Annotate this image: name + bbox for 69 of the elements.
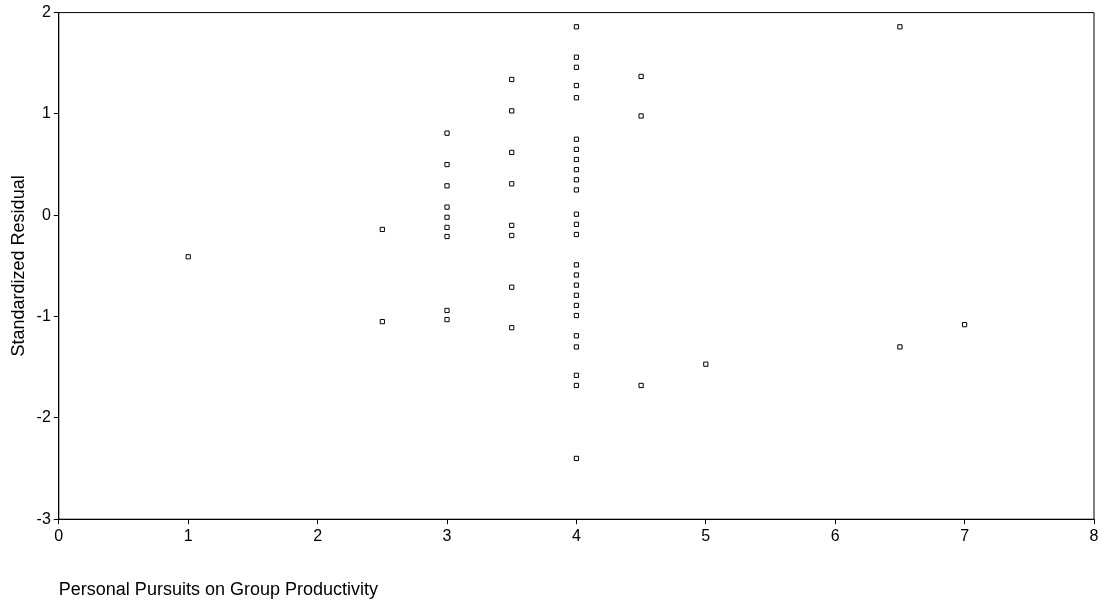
y-axis-title: Standardized Residual xyxy=(7,175,28,357)
y-tick-label: -3 xyxy=(36,509,51,527)
point xyxy=(379,319,385,325)
point xyxy=(573,24,580,30)
x-tick-label: 2 xyxy=(313,527,323,545)
point xyxy=(509,232,515,239)
point xyxy=(444,316,450,323)
point xyxy=(444,161,450,168)
x-tick-label: 6 xyxy=(830,527,840,545)
point xyxy=(573,272,580,278)
point xyxy=(573,382,580,389)
x-tick-label: 7 xyxy=(960,527,970,545)
point xyxy=(509,222,515,228)
point xyxy=(573,262,580,268)
point xyxy=(509,108,515,114)
point xyxy=(573,231,580,238)
point xyxy=(573,455,580,462)
point xyxy=(897,24,903,30)
point xyxy=(573,282,580,288)
point xyxy=(573,54,580,60)
x-tick-label: 0 xyxy=(54,527,64,545)
point xyxy=(444,233,450,240)
point xyxy=(509,284,515,290)
point xyxy=(573,146,580,152)
y-tick-label: 1 xyxy=(41,104,51,122)
point xyxy=(573,156,580,163)
point xyxy=(379,226,385,233)
point xyxy=(444,307,450,314)
x-axis-title: Personal Pursuits on Group Productivity xyxy=(58,579,378,600)
point xyxy=(573,302,580,309)
point xyxy=(444,224,450,231)
point xyxy=(638,113,644,119)
point xyxy=(509,181,515,187)
point xyxy=(573,82,580,89)
point xyxy=(573,167,580,173)
point xyxy=(509,149,515,156)
x-tick-label: 5 xyxy=(701,527,711,545)
point xyxy=(444,204,450,210)
point xyxy=(638,73,644,80)
x-tick-label: 1 xyxy=(183,527,193,545)
point xyxy=(573,292,580,298)
point xyxy=(185,254,191,260)
point xyxy=(573,95,580,101)
point xyxy=(961,322,968,328)
point xyxy=(444,214,450,220)
point xyxy=(444,183,450,189)
point xyxy=(509,76,515,83)
x-tick-label: 4 xyxy=(571,527,581,545)
point xyxy=(573,312,580,319)
point xyxy=(573,372,580,378)
point xyxy=(573,221,580,227)
point xyxy=(638,382,644,389)
point xyxy=(897,344,903,350)
point xyxy=(573,333,580,339)
x-tick-label: 3 xyxy=(442,527,452,545)
point xyxy=(703,361,709,367)
point xyxy=(573,64,580,70)
x-tick-label: 8 xyxy=(1089,527,1099,545)
point xyxy=(573,211,580,217)
point xyxy=(573,136,580,142)
point xyxy=(573,177,580,183)
y-tick-label: 2 xyxy=(41,3,51,21)
point xyxy=(444,130,450,136)
y-tick-label: -1 xyxy=(36,306,51,324)
point xyxy=(573,187,580,193)
point xyxy=(573,344,580,350)
point xyxy=(509,325,515,331)
y-tick-label: 0 xyxy=(41,205,51,223)
y-tick-label: -2 xyxy=(36,408,51,426)
